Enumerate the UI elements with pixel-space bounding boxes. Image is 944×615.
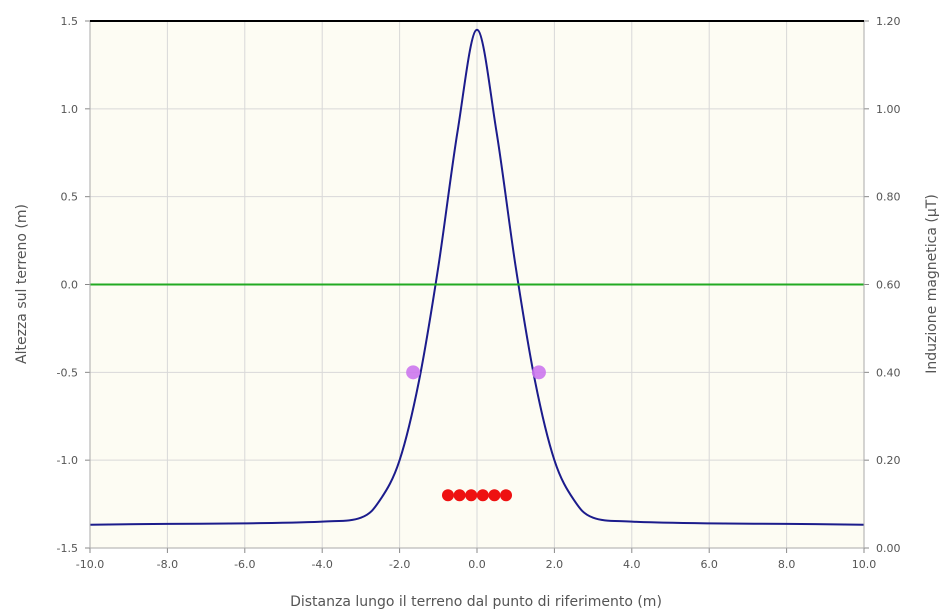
- y-left-tick-label: -0.5: [57, 366, 78, 379]
- x-tick-label: 10.0: [852, 558, 877, 571]
- y-left-tick-label: 0.5: [61, 191, 79, 204]
- conductor-point: [488, 489, 501, 502]
- x-tick-label: -4.0: [311, 558, 332, 571]
- x-tick-label: 2.0: [546, 558, 564, 571]
- y-right-tick-label: 0.00: [876, 542, 901, 555]
- y-right-tick-label: 0.20: [876, 454, 901, 467]
- y-left-tick-label: 1.0: [61, 103, 79, 116]
- conductor-point: [465, 489, 478, 502]
- conductor-point: [441, 489, 454, 502]
- y-axis-right-title: Induzione magnetica (μT): [924, 194, 940, 374]
- y-left-tick-label: -1.0: [57, 454, 78, 467]
- magnetic-field-curve: [89, 28, 865, 526]
- y-right-tick-label: 1.00: [876, 103, 901, 116]
- y-right-tick-label: 0.60: [876, 279, 901, 292]
- x-tick-label: 4.0: [623, 558, 641, 571]
- series-layer: [89, 28, 865, 526]
- y-left-tick-label: -1.5: [57, 542, 78, 555]
- conductor-point: [476, 489, 489, 502]
- x-tick-label: 0.0: [468, 558, 486, 571]
- axes: [85, 20, 869, 553]
- y-axis-left-title: Altezza sul terreno (m): [14, 204, 30, 364]
- conductor-point: [500, 489, 513, 502]
- x-tick-label: -10.0: [76, 558, 104, 571]
- measurement-point: [531, 365, 546, 380]
- y-left-tick-label: 1.5: [61, 15, 79, 28]
- x-tick-label: 8.0: [778, 558, 796, 571]
- x-tick-label: -6.0: [234, 558, 255, 571]
- conductor-point: [453, 489, 466, 502]
- x-tick-label: 6.0: [700, 558, 718, 571]
- tick-labels: -10.0 -8.0 -6.0 -4.0 -2.0 0.0 2.0 4.0 6.0 8.0 10.0…: [57, 15, 901, 571]
- x-tick-label: -2.0: [389, 558, 410, 571]
- y-right-tick-label: 0.80: [876, 191, 901, 204]
- y-right-tick-label: 0.40: [876, 366, 901, 379]
- measurement-point: [406, 365, 421, 380]
- x-axis-title: Distanza lungo il terreno dal punto di r…: [290, 594, 662, 610]
- y-left-tick-label: 0.0: [61, 279, 79, 292]
- y-right-tick-label: 1.20: [876, 15, 901, 28]
- x-tick-label: -8.0: [157, 558, 178, 571]
